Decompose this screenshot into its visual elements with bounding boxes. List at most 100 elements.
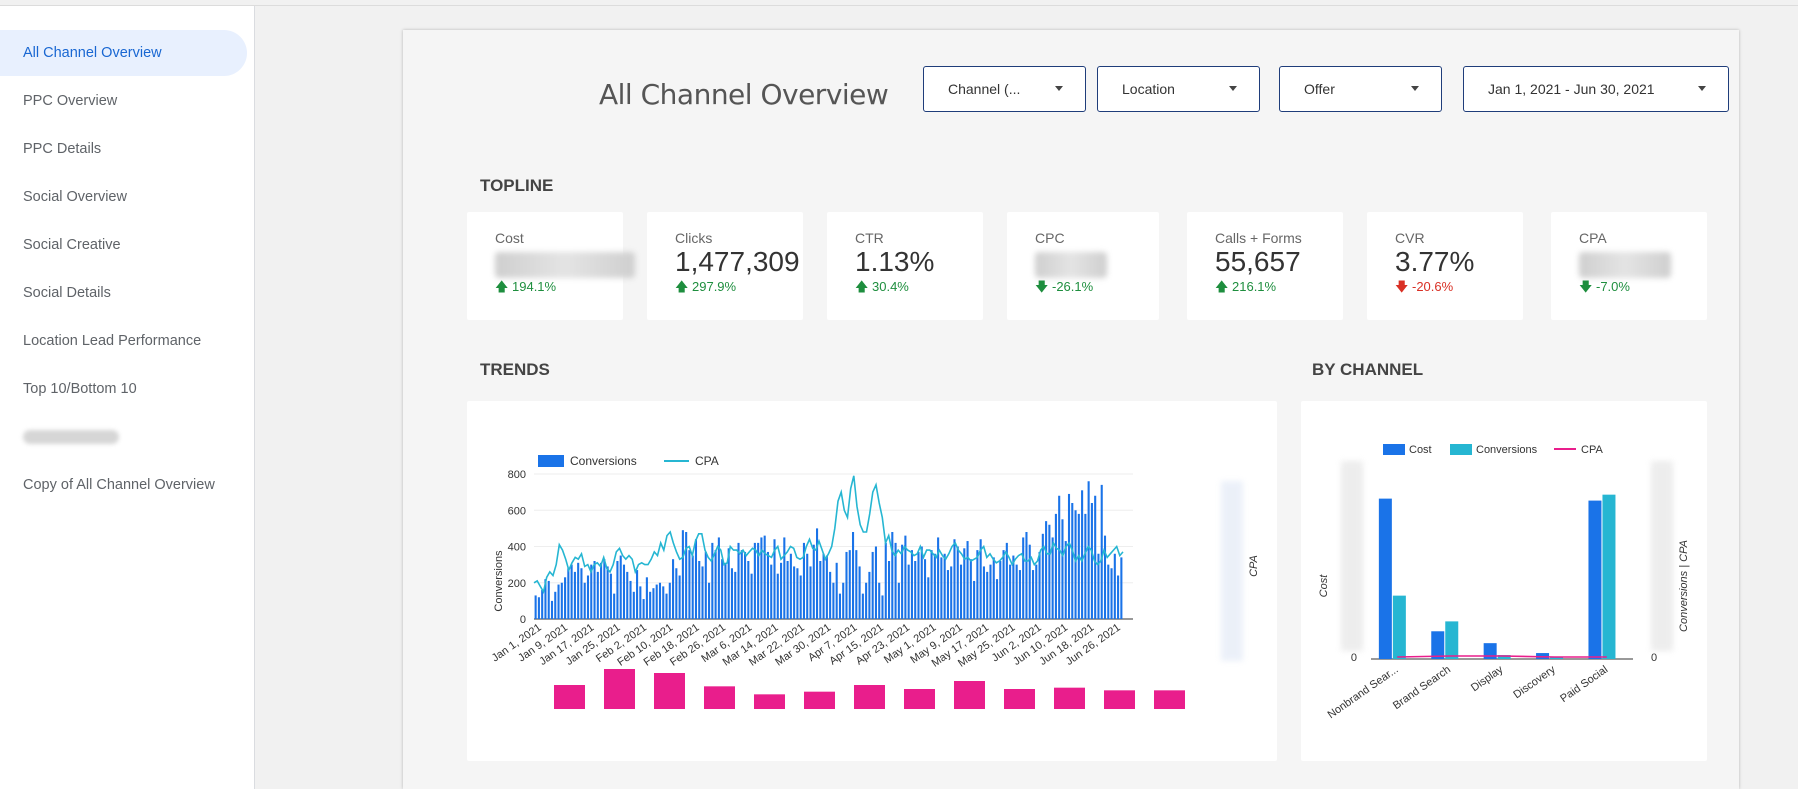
conversions-bar [1058,495,1061,619]
sidebar-item-social-creative[interactable]: Social Creative [23,237,121,253]
conversions-bar [747,561,750,619]
conversions-bar [868,571,871,620]
kpi-card-ctr: CTR 1.13% 🡅 30.4% [827,212,983,320]
sidebar-item-social-details[interactable]: Social Details [23,285,111,301]
conversions-bar [721,559,724,619]
offer-filter-label: Offer [1304,81,1335,97]
conversions-bar [969,559,972,619]
kpi-card-cpc: CPC 🡇 -26.1% [1007,212,1159,320]
arrow-up-icon: 🡅 [855,279,869,294]
conversions-bar [881,595,884,619]
conversions-bar [976,550,979,620]
conversions-bar [887,561,891,619]
kpi-label: Clicks [675,230,713,246]
sidebar-item-redacted[interactable] [0,414,247,460]
weekly-bar [754,694,785,709]
date-range-label: Jan 1, 2021 - Jun 30, 2021 [1488,81,1655,97]
topline-heading: TOPLINE [480,176,554,195]
conversions-bar [662,586,665,620]
conversions-bar [1120,557,1123,620]
trends-y2-axis-label: CPA [1248,555,1260,577]
by-channel-chart-panel: Cost Conversions CPA Cost Conversions | … [1301,401,1707,761]
conversions-bar [901,544,904,619]
location-filter-label: Location [1122,81,1175,97]
conversions-bar [619,555,622,619]
conversions-bar [920,546,923,619]
weekly-bar [704,686,735,709]
conversions-bar [534,595,537,619]
weekly-bar [554,685,585,709]
sidebar-item-top10-bottom10[interactable]: Top 10/Bottom 10 [23,381,137,397]
conversions-bar [812,544,815,619]
conversions-bar [982,566,985,619]
cost-bar [1431,631,1445,659]
conversions-bar [845,551,848,619]
conversions-bar [629,580,632,619]
sidebar-item-location-lead-performance[interactable]: Location Lead Performance [23,333,202,349]
channel-y-tick-0: 0 [1351,652,1357,664]
conversions-bar [770,564,773,620]
sidebar-item-all-channel-overview[interactable]: All Channel Overview [0,30,247,76]
conversions-bar [999,561,1002,619]
conversions-bar [1067,493,1071,619]
y-tick-label: 200 [508,578,526,590]
conversions-bar [953,539,956,619]
arrow-down-icon: 🡇 [1035,279,1049,294]
conversions-bar [708,582,711,619]
conversions-bar [757,542,760,620]
conversions-bar [1117,575,1120,619]
conversions-bar [730,568,734,619]
conversions-bar [632,591,635,619]
sidebar-item-copy-of-all-channel-overview[interactable]: Copy of All Channel Overview [23,477,215,493]
sidebar-item-ppc-details[interactable]: PPC Details [23,141,102,157]
conversions-bar [1497,655,1511,659]
conversions-bar [711,542,714,620]
conversions-bar [884,542,887,620]
conversions-bar [914,561,917,619]
offer-filter-dropdown[interactable]: Offer [1279,66,1442,112]
conversions-bar [1041,533,1044,619]
conversions-bar [1009,564,1012,620]
legend-label-conversions: Conversions [570,454,637,468]
kpi-card-clicks: Clicks 1,477,309 🡅 297.9% [647,212,803,320]
conversions-bar [717,537,720,619]
kpi-delta: 🡇 -7.0% [1579,279,1630,294]
conversions-bar [583,582,586,619]
kpi-delta: 🡇 -26.1% [1035,279,1094,294]
channel-filter-dropdown[interactable]: Channel (... [923,66,1086,112]
conversions-bar [606,566,609,619]
conversions-bar [776,573,779,619]
kpi-label: CPC [1035,230,1065,246]
sidebar-item-ppc-overview[interactable]: PPC Overview [23,93,118,109]
channel-y2-axis-label: Conversions | CPA [1678,540,1690,632]
conversions-bar [773,539,776,619]
kpi-card-calls-forms: Calls + Forms 55,657 🡅 216.1% [1187,212,1343,320]
conversions-bar [1602,494,1616,659]
weekly-bar [804,691,835,709]
conversions-bar [554,591,557,619]
conversions-bar [1022,537,1025,619]
conversions-bar [1110,568,1113,619]
conversions-bar [645,577,648,619]
conversions-bar [923,559,927,619]
conversions-bar [946,570,949,619]
conversions-bar [678,575,681,619]
sidebar-item-social-overview[interactable]: Social Overview [23,189,127,205]
conversions-bar [564,577,567,619]
conversions-bar [809,566,812,619]
conversions-bar [937,537,940,619]
channel-y-axis-label: Cost [1318,574,1330,598]
conversions-bar [649,591,652,619]
conversions-bar [1012,555,1015,619]
sidebar: All Channel Overview PPC Overview PPC De… [0,6,255,789]
location-filter-dropdown[interactable]: Location [1097,66,1260,112]
conversions-bar [979,539,982,619]
conversions-bar [593,561,596,619]
arrow-down-icon: 🡇 [1579,279,1593,294]
channel-filter-label: Channel (... [948,81,1021,97]
date-range-picker[interactable]: Jan 1, 2021 - Jun 30, 2021 [1463,66,1729,112]
kpi-label: Cost [495,230,524,246]
conversions-bar [874,546,877,619]
cost-bar [1483,643,1497,659]
channel-y2-tick-0: 0 [1651,652,1657,664]
